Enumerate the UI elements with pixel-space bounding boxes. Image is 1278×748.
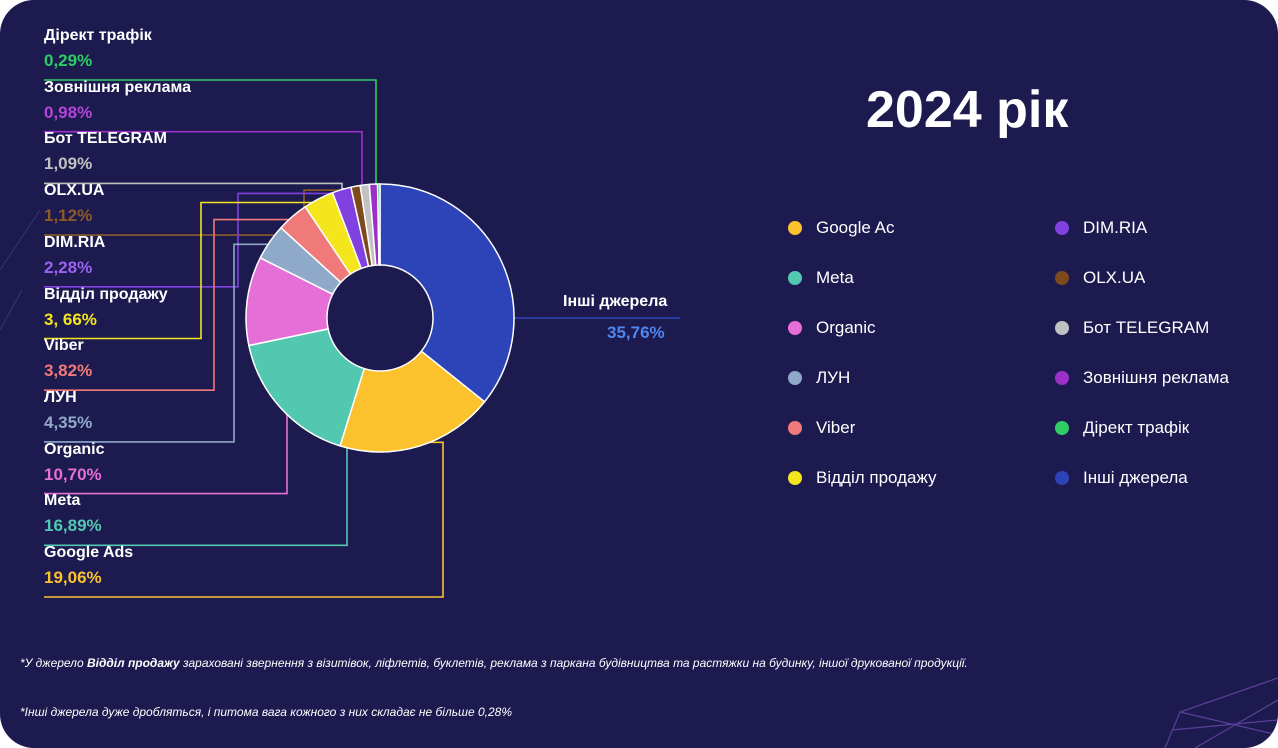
- legend-swatch: [788, 221, 802, 235]
- footnote-sales-prefix: *У джерело: [20, 656, 87, 670]
- pie-slice-google-ads: [339, 350, 486, 453]
- legend-swatch: [788, 471, 802, 485]
- legend-item-бот-telegram: Бот TELEGRAM: [1055, 317, 1209, 339]
- legend-label: Інші джерела: [1083, 468, 1188, 487]
- legend-swatch: [788, 371, 802, 385]
- other-sources-value: 35,76%: [607, 323, 665, 342]
- legend-swatch: [1055, 221, 1069, 235]
- slice-value-olx-ua: 1,12%: [44, 206, 93, 226]
- slice-value-зовнішня-реклама: 0,98%: [44, 102, 93, 122]
- slice-value-відділ-продажу: 3, 66%: [44, 309, 97, 329]
- slice-value-dim-ria: 2,28%: [44, 257, 93, 277]
- legend-item-meta: Meta: [788, 267, 854, 289]
- slice-value-дірект-трафік: 0,29%: [44, 51, 93, 70]
- legend-label: OLX.UA: [1083, 268, 1146, 287]
- legend-label: Бот TELEGRAM: [1083, 318, 1210, 337]
- legend-swatch: [788, 321, 802, 335]
- legend-item-viber: Viber: [788, 417, 855, 439]
- slice-label-дірект-трафік: Дірект трафік: [44, 27, 152, 44]
- legend-item-зовнішня-реклама: Зовнішня реклама: [1055, 367, 1229, 389]
- slice-value-meta: 16,89%: [44, 516, 102, 536]
- legend-swatch: [1055, 421, 1069, 435]
- footnote-sales: *У джерело Відділ продажу зараховані зве…: [20, 656, 968, 670]
- legend-label: Meta: [816, 268, 854, 287]
- legend-item-лун: ЛУН: [788, 367, 850, 389]
- connector-google-ads: [44, 441, 444, 598]
- slice-label-відділ-продажу: Відділ продажу: [44, 285, 168, 303]
- legend-label: ЛУН: [816, 368, 851, 387]
- legend-item-інші-джерела: Інші джерела: [1055, 467, 1188, 489]
- connector-viber: [44, 218, 296, 392]
- legend-label: DIM.RIA: [1083, 218, 1148, 237]
- legend-swatch: [1055, 371, 1069, 385]
- slice-value-organic: 10,70%: [44, 464, 102, 484]
- connector-відділ-продажу: [44, 201, 321, 340]
- slice-value-лун: 4,35%: [44, 412, 93, 432]
- slice-label-бот-telegram: Бот TELEGRAM: [44, 130, 167, 148]
- legend-item-дірект-трафік: Дірект трафік: [1055, 417, 1189, 439]
- legend-label: Відділ продажу: [816, 468, 937, 487]
- slice-label-dim-ria: DIM.RIA: [44, 233, 106, 251]
- footnote-sales-bold: Відділ продажу: [86, 656, 180, 670]
- pie-slice-meta: [248, 328, 365, 447]
- slice-label-лун: ЛУН: [44, 388, 77, 406]
- legend-swatch: [1055, 471, 1069, 485]
- slice-label-зовнішня-реклама: Зовнішня реклама: [44, 78, 191, 96]
- page-title: 2024 рік: [866, 81, 1069, 139]
- legend-item-organic: Organic: [788, 317, 876, 339]
- legend-swatch: [1055, 321, 1069, 335]
- other-sources-label: Інші джерела: [563, 293, 668, 310]
- slice-label-meta: Meta: [44, 492, 81, 510]
- legend-item-olx-ua: OLX.UA: [1055, 267, 1145, 289]
- legend-swatch: [788, 271, 802, 285]
- legend-label: Google Ac: [816, 218, 895, 237]
- legend-label: Organic: [816, 318, 876, 337]
- legend-label: Зовнішня реклама: [1083, 368, 1229, 387]
- slice-value-viber: 3,82%: [44, 361, 93, 381]
- legend-label: Viber: [816, 418, 856, 437]
- legend-swatch: [1055, 271, 1069, 285]
- slice-label-google-ads: Google Ads: [44, 544, 134, 561]
- legend-item-відділ-продажу: Відділ продажу: [788, 467, 937, 489]
- connector-dim-ria: [44, 192, 343, 288]
- pie-slice-інші-джерела: [379, 183, 515, 403]
- footnote-other-sources: *Інші джерела дуже дробляться, і питома …: [20, 705, 513, 719]
- pie-slice-дірект-трафік: [376, 183, 381, 266]
- footnote-sales-suffix: зараховані звернення з візитівок, ліфлет…: [179, 656, 968, 670]
- slice-label-viber: Viber: [44, 337, 84, 355]
- slice-value-бот-telegram: 1,09%: [44, 154, 93, 174]
- slice-label-organic: Organic: [44, 440, 105, 458]
- slice-value-google-ads: 19,06%: [44, 568, 102, 587]
- connector-лун: [44, 243, 273, 443]
- legend-swatch: [788, 421, 802, 435]
- slice-label-olx-ua: OLX.UA: [44, 182, 105, 200]
- legend-item-google-ac: Google Ac: [788, 217, 894, 239]
- legend-label: Дірект трафік: [1083, 418, 1190, 437]
- legend-item-dim-ria: DIM.RIA: [1055, 217, 1147, 239]
